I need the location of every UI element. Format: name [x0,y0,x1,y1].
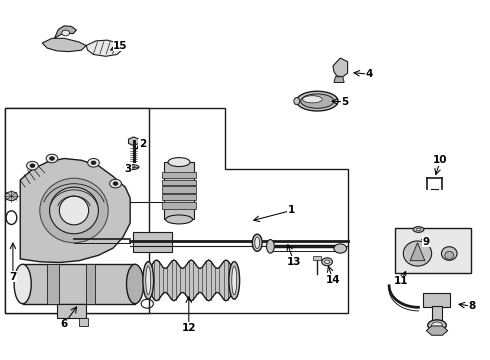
Ellipse shape [252,234,262,251]
Bar [164,162,194,220]
Text: 15: 15 [113,41,128,50]
Circle shape [113,182,118,185]
Ellipse shape [40,178,108,243]
Ellipse shape [322,258,332,266]
Text: 2: 2 [139,139,146,149]
Text: 10: 10 [433,155,448,165]
Ellipse shape [168,158,190,167]
Ellipse shape [445,251,454,259]
Text: 13: 13 [287,257,301,267]
Ellipse shape [232,266,237,295]
Polygon shape [54,26,76,39]
Ellipse shape [303,96,322,103]
Ellipse shape [5,192,18,201]
Bar [133,232,172,252]
Polygon shape [4,108,347,313]
Ellipse shape [143,262,154,299]
Polygon shape [152,260,230,301]
Bar [432,306,442,321]
Bar [79,318,88,326]
Text: 5: 5 [342,97,349,107]
Polygon shape [128,137,139,145]
Polygon shape [86,40,123,56]
Ellipse shape [229,262,240,299]
Ellipse shape [128,166,135,168]
Bar [314,256,321,260]
Polygon shape [42,39,86,51]
Polygon shape [410,243,425,261]
Ellipse shape [49,187,98,234]
Ellipse shape [146,266,151,295]
Circle shape [26,161,38,170]
Ellipse shape [416,228,421,231]
Bar [162,186,196,193]
Ellipse shape [14,264,31,304]
Circle shape [110,179,122,188]
Bar [162,194,196,200]
Circle shape [334,244,346,253]
Ellipse shape [301,94,334,108]
Bar [395,228,471,273]
Ellipse shape [267,239,274,253]
Bar [423,293,450,307]
Ellipse shape [59,196,89,225]
Bar [47,264,59,304]
Circle shape [88,158,99,167]
Text: 3: 3 [124,164,131,174]
Bar [86,264,95,304]
Text: 14: 14 [326,275,340,285]
Ellipse shape [166,215,193,224]
Ellipse shape [432,322,442,328]
Polygon shape [334,77,344,82]
Ellipse shape [403,241,432,266]
Bar [57,304,86,318]
Ellipse shape [441,247,457,260]
Polygon shape [426,326,448,335]
Text: 11: 11 [394,276,409,286]
Bar [4,108,149,313]
Ellipse shape [325,260,330,264]
Text: 1: 1 [288,206,295,216]
Text: 7: 7 [9,272,17,282]
Text: 9: 9 [422,237,429,247]
Text: 12: 12 [182,323,196,333]
Bar [162,172,196,178]
Circle shape [49,157,54,160]
Text: 8: 8 [468,301,476,311]
Circle shape [62,30,70,36]
Polygon shape [333,58,347,77]
Bar [23,264,135,304]
Circle shape [30,164,35,167]
Text: 4: 4 [366,69,373,79]
Ellipse shape [255,237,260,248]
Polygon shape [20,158,130,262]
Circle shape [46,154,58,163]
Bar [162,180,196,185]
Ellipse shape [413,226,424,232]
Bar [162,202,196,209]
Ellipse shape [294,98,300,105]
Ellipse shape [428,320,446,330]
Ellipse shape [296,91,338,111]
Text: 6: 6 [61,319,68,329]
Circle shape [91,161,96,165]
Ellipse shape [126,264,144,304]
Ellipse shape [124,165,139,170]
